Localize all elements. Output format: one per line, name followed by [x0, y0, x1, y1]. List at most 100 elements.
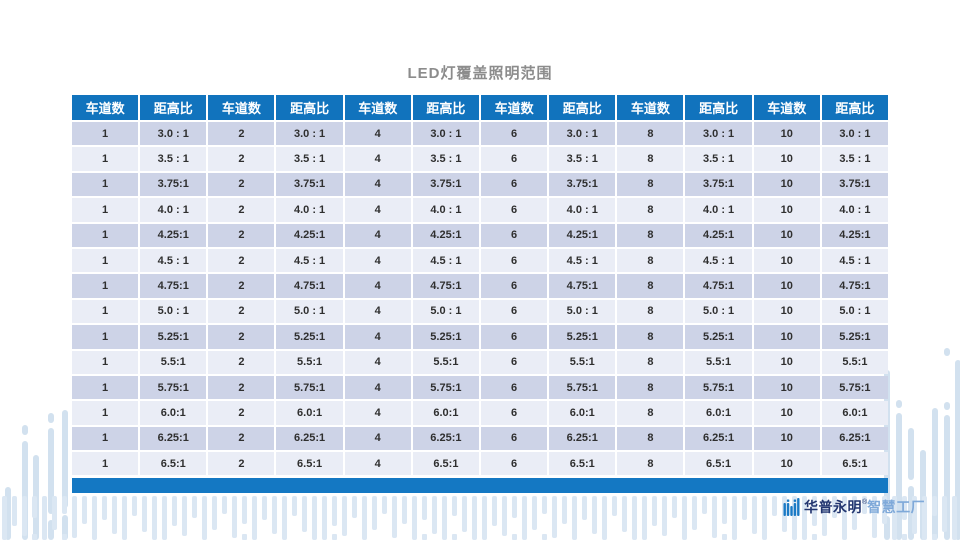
lane-cell: 1 — [72, 452, 139, 476]
ratio-cell: 6.5:1 — [821, 452, 888, 476]
ratio-cell: 6.0:1 — [140, 401, 207, 425]
ratio-cell: 5.25:1 — [549, 325, 616, 349]
lane-cell: 4 — [344, 248, 411, 273]
ratio-cell: 5.0 : 1 — [276, 299, 343, 324]
lane-cell: 8 — [617, 147, 684, 171]
lane-cell: 2 — [208, 122, 275, 146]
ratio-cell: 3.75:1 — [276, 172, 343, 197]
lane-cell: 10 — [753, 375, 820, 400]
lane-cell: 4 — [344, 274, 411, 298]
lane-cell: 2 — [208, 401, 275, 425]
lane-cell: 4 — [344, 426, 411, 451]
ratio-cell: 3.5 : 1 — [276, 147, 343, 171]
ratio-cell: 3.0 : 1 — [412, 122, 479, 146]
lane-cell: 10 — [753, 172, 820, 197]
ratio-cell: 5.5:1 — [140, 350, 207, 374]
ratio-cell: 4.25:1 — [821, 223, 888, 247]
ratio-cell: 4.5 : 1 — [140, 248, 207, 273]
lane-cell: 10 — [753, 274, 820, 298]
ratio-cell: 5.25:1 — [412, 325, 479, 349]
ratio-cell: 4.25:1 — [412, 223, 479, 247]
header-ratio: 距高比 — [685, 95, 752, 120]
lane-cell: 8 — [617, 325, 684, 349]
lane-cell: 10 — [753, 147, 820, 171]
lane-cell: 2 — [208, 350, 275, 374]
ratio-cell: 4.75:1 — [549, 274, 616, 298]
decor-bars-bottom — [0, 496, 960, 540]
lane-cell: 10 — [753, 299, 820, 324]
lane-cell: 6 — [480, 223, 548, 247]
ratio-cell: 5.75:1 — [821, 375, 888, 400]
ratio-cell: 6.0:1 — [412, 401, 479, 425]
lane-cell: 8 — [617, 452, 684, 476]
ratio-cell: 6.5:1 — [276, 452, 343, 476]
ratio-cell: 5.25:1 — [276, 325, 343, 349]
header-ratio: 距高比 — [821, 95, 888, 120]
lane-cell: 2 — [208, 375, 275, 400]
lane-cell: 10 — [753, 248, 820, 273]
lane-cell: 8 — [617, 426, 684, 451]
ratio-cell: 4.0 : 1 — [549, 198, 616, 222]
page-title: LED灯覆盖照明范围 — [407, 65, 553, 82]
lane-cell: 6 — [480, 172, 548, 197]
header-ratio: 距高比 — [549, 95, 616, 120]
ratio-cell: 5.5:1 — [821, 350, 888, 374]
lane-cell: 6 — [480, 375, 548, 400]
ratio-cell: 5.25:1 — [821, 325, 888, 349]
ratio-cell: 4.25:1 — [140, 223, 207, 247]
ratio-cell: 4.75:1 — [276, 274, 343, 298]
ratio-cell: 6.0:1 — [549, 401, 616, 425]
lane-cell: 6 — [480, 147, 548, 171]
ratio-cell: 3.5 : 1 — [685, 147, 752, 171]
lane-cell: 2 — [208, 325, 275, 349]
lane-cell: 4 — [344, 147, 411, 171]
ratio-cell: 5.0 : 1 — [412, 299, 479, 324]
ratio-cell: 4.0 : 1 — [412, 198, 479, 222]
ratio-cell: 5.25:1 — [685, 325, 752, 349]
ratio-cell: 6.5:1 — [685, 452, 752, 476]
registered-mark: ® — [862, 498, 868, 506]
ratio-cell: 3.75:1 — [140, 172, 207, 197]
header-lanes: 车道数 — [753, 95, 820, 120]
ratio-cell: 5.0 : 1 — [549, 299, 616, 324]
ratio-cell: 4.5 : 1 — [412, 248, 479, 273]
lane-cell: 10 — [753, 223, 820, 247]
lane-cell: 6 — [480, 325, 548, 349]
table-body: 1 3.0 : 1 2 3.0 : 1 4 3.0 : 1 6 3.0 : 1 8 3.0 : 1… — [72, 122, 888, 476]
ratio-cell: 5.75:1 — [549, 375, 616, 400]
lane-cell: 2 — [208, 223, 275, 247]
ratio-cell: 4.0 : 1 — [685, 198, 752, 222]
ratio-cell: 6.5:1 — [412, 452, 479, 476]
ratio-cell: 5.75:1 — [685, 375, 752, 400]
lane-cell: 4 — [344, 452, 411, 476]
lane-cell: 1 — [72, 375, 139, 400]
lane-cell: 4 — [344, 198, 411, 222]
lane-cell: 1 — [72, 325, 139, 349]
lane-cell: 1 — [72, 426, 139, 451]
lane-cell: 6 — [480, 452, 548, 476]
lane-cell: 1 — [72, 147, 139, 171]
ratio-cell: 5.25:1 — [140, 325, 207, 349]
ratio-cell: 4.5 : 1 — [276, 248, 343, 273]
ratio-cell: 6.0:1 — [276, 401, 343, 425]
lane-cell: 2 — [208, 147, 275, 171]
lane-cell: 1 — [72, 274, 139, 298]
lane-cell: 2 — [208, 172, 275, 197]
ratio-cell: 5.0 : 1 — [821, 299, 888, 324]
ratio-cell: 3.0 : 1 — [685, 122, 752, 146]
ratio-cell: 4.5 : 1 — [685, 248, 752, 273]
lane-cell: 1 — [72, 401, 139, 425]
lane-cell: 8 — [617, 401, 684, 425]
lane-cell: 8 — [617, 350, 684, 374]
lane-cell: 1 — [72, 248, 139, 273]
brand-suffix: 智慧工厂 — [867, 499, 926, 515]
lane-cell: 8 — [617, 274, 684, 298]
lane-cell: 10 — [753, 198, 820, 222]
lane-cell: 1 — [72, 122, 139, 146]
lane-cell: 4 — [344, 122, 411, 146]
ratio-cell: 4.0 : 1 — [821, 198, 888, 222]
ratio-cell: 5.5:1 — [276, 350, 343, 374]
lane-cell: 4 — [344, 223, 411, 247]
factory-logo-icon — [783, 498, 800, 516]
lane-cell: 10 — [753, 452, 820, 476]
